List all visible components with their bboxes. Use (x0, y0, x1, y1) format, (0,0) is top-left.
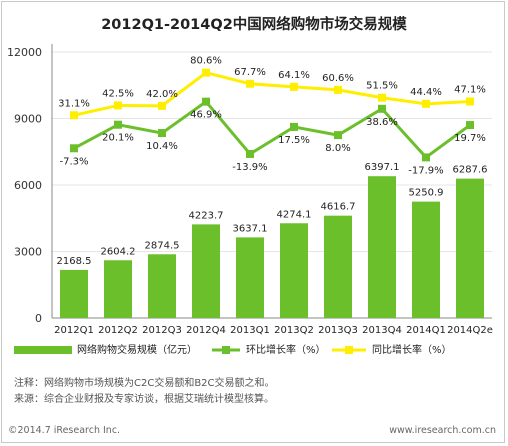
x-tick-label: 2013Q2 (274, 325, 314, 336)
yoy-marker (246, 79, 254, 88)
mom-marker (334, 131, 342, 140)
mom-marker (70, 144, 78, 153)
yoy-marker (378, 93, 386, 102)
yoy-label: 44.4% (410, 87, 442, 98)
bar-value-label: 2604.2 (101, 246, 136, 257)
mom-label: 17.5% (278, 135, 310, 146)
x-tick-label: 2012Q2 (98, 325, 138, 336)
x-tick-label: 2012Q1 (54, 325, 94, 336)
bar (412, 201, 440, 318)
yoy-label: 47.1% (454, 84, 486, 95)
legend-bar-label: 网络购物交易规模（亿元） (77, 343, 197, 356)
bar (148, 254, 176, 318)
yoy-marker (114, 101, 122, 110)
source-line: 来源：综合企业财报及专家访谈，根据艾瑞统计模型核算。 (14, 394, 274, 405)
y-tick-label: 12000 (7, 46, 42, 59)
yoy-marker (158, 101, 166, 110)
mom-marker (202, 97, 210, 106)
x-tick-label: 2013Q4 (362, 325, 402, 336)
mom-marker (422, 153, 430, 162)
mom-marker (114, 120, 122, 129)
bar (60, 269, 88, 318)
x-tick-label: 2012Q4 (186, 325, 226, 336)
bar (104, 260, 132, 318)
mom-marker (466, 121, 474, 130)
y-tick-label: 0 (35, 312, 42, 325)
mom-label: -7.3% (59, 156, 88, 167)
yoy-line (73, 71, 471, 117)
bar (368, 176, 396, 318)
mom-marker (378, 104, 386, 113)
x-tick-label: 2014Q1 (406, 325, 446, 336)
bar-value-label: 2168.5 (57, 256, 92, 267)
note-line: 注释：网络购物市场规模为C2C交易额和B2C交易额之和。 (14, 378, 275, 389)
bar (280, 223, 308, 318)
yoy-marker (334, 85, 342, 94)
bar-value-label: 4616.7 (321, 202, 356, 213)
bar-value-label: 2874.5 (145, 240, 180, 251)
mom-label: 8.0% (325, 143, 350, 154)
legend-mom-label: 环比增长率（%） (246, 343, 326, 356)
bar (236, 237, 264, 318)
yoy-marker (70, 111, 78, 120)
mom-label: 46.9% (190, 110, 222, 121)
mom-marker (246, 149, 254, 158)
y-tick-label: 6000 (14, 179, 42, 192)
bar (192, 224, 220, 318)
y-tick-label: 3000 (14, 246, 42, 259)
mom-label: 10.4% (146, 141, 178, 152)
yoy-marker (202, 68, 210, 77)
y-tick-label: 9000 (14, 113, 42, 126)
bar (456, 178, 484, 318)
legend-yoy-label: 同比增长率（%） (372, 343, 452, 356)
x-tick-label: 2014Q2e (447, 325, 493, 336)
mom-marker (290, 122, 298, 131)
mom-label: 19.7% (454, 133, 486, 144)
yoy-label: 64.1% (278, 70, 310, 81)
mom-marker (158, 129, 166, 138)
yoy-label: 51.5% (366, 81, 398, 92)
bar-value-label: 6287.6 (453, 165, 488, 176)
yoy-marker (290, 82, 298, 91)
legend-bar-swatch (14, 346, 72, 354)
bar (324, 215, 352, 318)
legend-yoy-marker (345, 346, 353, 354)
mom-label: -17.9% (408, 165, 443, 176)
website-text: www.iresearch.com.cn (389, 425, 496, 436)
yoy-marker (422, 99, 430, 108)
yoy-label: 42.5% (102, 88, 134, 99)
bar-value-label: 5250.9 (409, 188, 444, 199)
yoy-label: 31.1% (58, 98, 90, 109)
yoy-marker (466, 97, 474, 106)
chart-notes: 注释：网络购物市场规模为C2C交易额和B2C交易额之和。 来源：综合企业财报及专… (14, 376, 275, 408)
x-tick-label: 2013Q1 (230, 325, 270, 336)
bar-value-label: 6397.1 (365, 162, 400, 173)
mom-label: 38.6% (366, 117, 398, 128)
yoy-label: 42.0% (146, 89, 178, 100)
yoy-label: 60.6% (322, 73, 354, 84)
bar-value-label: 3637.1 (233, 223, 268, 234)
mom-label: 20.1% (102, 133, 134, 144)
bar-value-label: 4274.1 (277, 209, 312, 220)
yoy-label: 80.6% (190, 56, 222, 67)
bar-value-label: 4223.7 (189, 210, 224, 221)
x-tick-label: 2012Q3 (142, 325, 182, 336)
yoy-label: 67.7% (234, 67, 266, 78)
mom-line (73, 99, 471, 160)
legend-mom-marker (222, 346, 230, 354)
copyright-text: ©2014.7 iResearch Inc. (8, 425, 121, 436)
chart-title: 2012Q1-2014Q2中国网络购物市场交易规模 (101, 15, 407, 33)
mom-label: -13.9% (232, 162, 267, 173)
x-tick-label: 2013Q3 (318, 325, 358, 336)
